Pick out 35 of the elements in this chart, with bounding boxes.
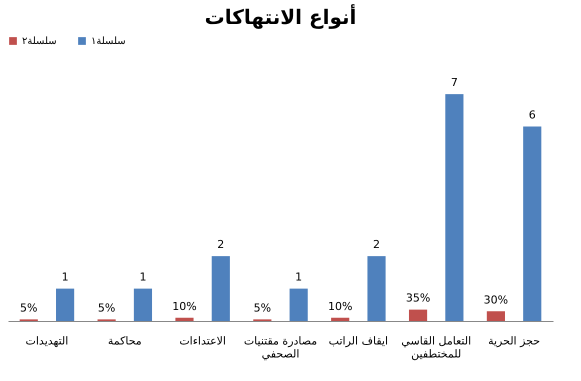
data-label: 5% — [254, 301, 272, 314]
bar — [212, 256, 230, 321]
x-tick-label: حجز الحرية — [488, 334, 540, 348]
x-tick-label: التعامل القاسي للمختطفين — [401, 334, 472, 360]
chart-title: أنواع الانتهاكات — [204, 4, 356, 29]
data-label: 10% — [328, 300, 352, 313]
bar — [523, 126, 542, 321]
x-tick-label: محاكمة — [108, 334, 142, 348]
data-label: 35% — [406, 292, 430, 305]
data-label: 5% — [98, 301, 116, 314]
data-label: 2 — [217, 238, 224, 252]
data-label: 7 — [450, 76, 458, 90]
bar — [134, 288, 152, 321]
bar — [331, 318, 350, 321]
x-tick-label: ايقاف الراتب — [328, 334, 388, 348]
legend-label: سلسلة٢ — [22, 36, 57, 47]
bar — [486, 311, 505, 321]
bar — [56, 288, 74, 321]
x-tick-label: مصادرة مقتنيات الصحفي — [244, 334, 318, 360]
data-label: 30% — [484, 293, 508, 306]
x-tick-label: التهديدات — [26, 334, 68, 348]
data-label: 1 — [62, 270, 69, 284]
bar — [408, 310, 428, 321]
bar — [290, 288, 308, 321]
bar — [367, 256, 386, 321]
bar — [445, 94, 464, 321]
data-label: 1 — [295, 270, 302, 284]
data-label: 5% — [20, 301, 38, 314]
data-label: 2 — [373, 238, 380, 252]
bar — [175, 318, 194, 321]
x-tick-label: الاعتداءات — [179, 334, 226, 348]
data-label: 10% — [172, 300, 197, 313]
data-label: 1 — [139, 270, 146, 284]
data-label: 6 — [528, 108, 536, 122]
legend-label: سلسلة١ — [91, 36, 126, 47]
